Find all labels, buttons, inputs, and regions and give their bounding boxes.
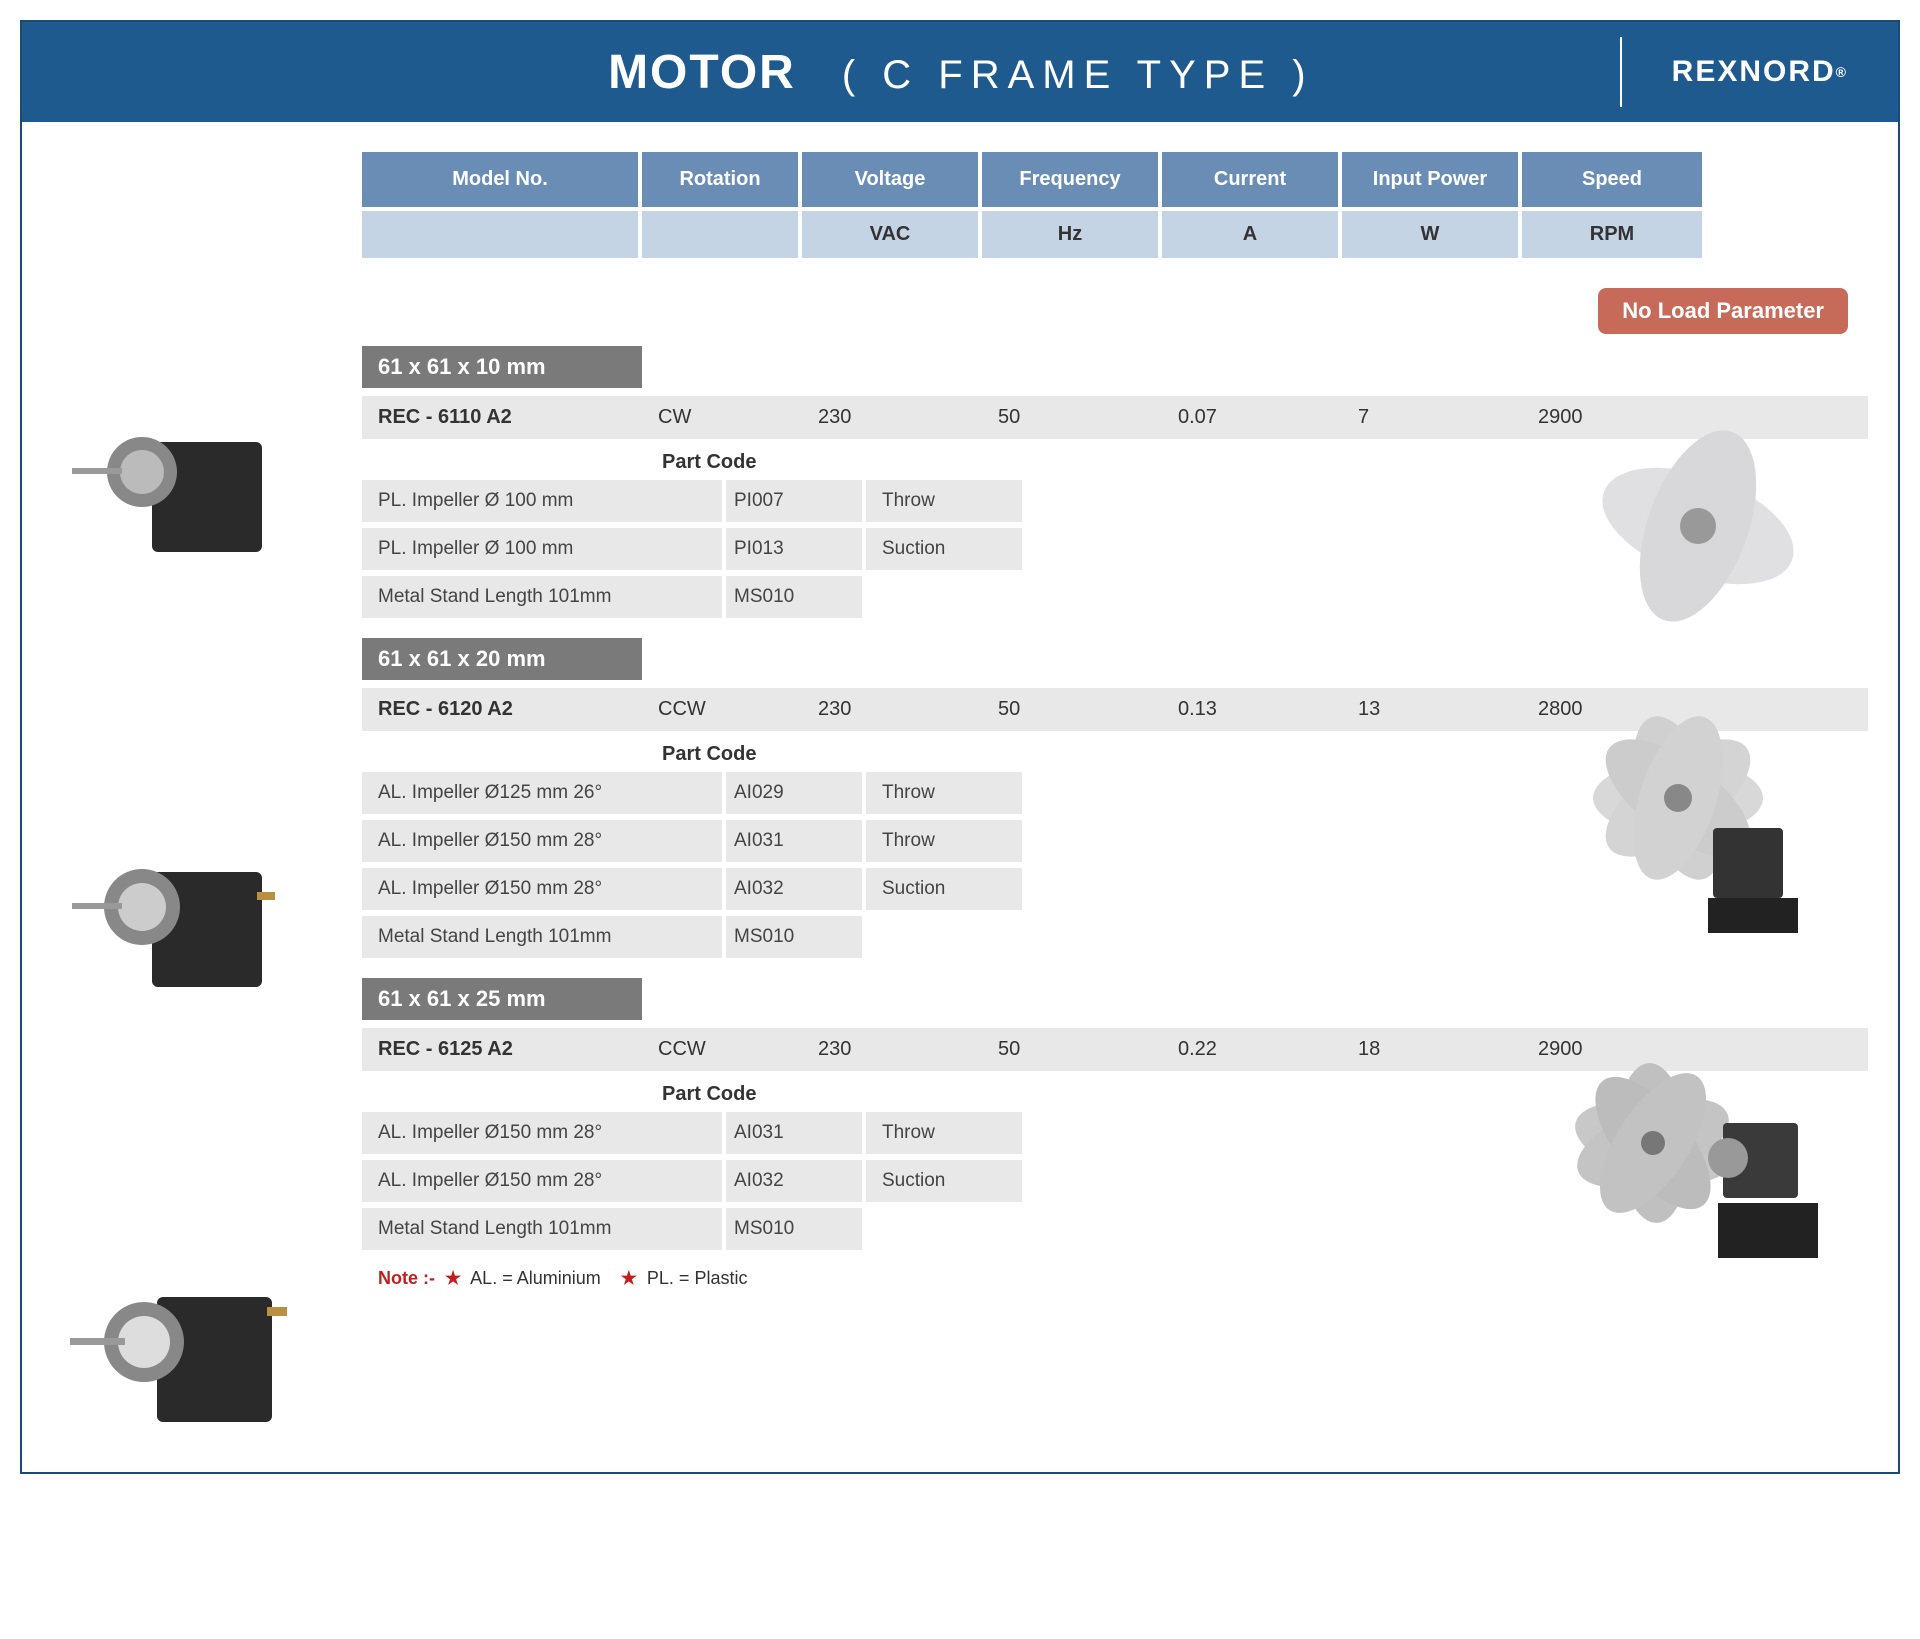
spec-section: 61 x 61 x 25 mm REC - 6125 A2CCW230500.22… xyxy=(362,978,1868,1250)
reg-mark: ® xyxy=(1836,64,1848,80)
content-area: Model No. Rotation Voltage Frequency Cur… xyxy=(22,122,1898,1442)
dimension-bar: 61 x 61 x 25 mm xyxy=(362,978,642,1020)
motor-image-2 xyxy=(52,812,312,1012)
model-cell: 230 xyxy=(802,1028,982,1071)
note-label: Note :- xyxy=(378,1268,435,1288)
tu-3: Hz xyxy=(982,211,1162,258)
note-al: AL. = Aluminium xyxy=(470,1268,601,1288)
note-star-1: ★ xyxy=(445,1268,461,1288)
fan-assembly-image xyxy=(1558,396,1838,656)
model-cell: CCW xyxy=(642,1028,802,1071)
motor-image-3 xyxy=(52,1242,312,1442)
title-main: MOTOR xyxy=(608,46,796,99)
dimension-bar: 61 x 61 x 10 mm xyxy=(362,346,642,388)
model-cell: CCW xyxy=(642,688,802,731)
motor-image-1 xyxy=(52,382,312,582)
part-code: AI031 xyxy=(726,1112,862,1154)
dimension-bar: 61 x 61 x 20 mm xyxy=(362,638,642,680)
page-title: MOTOR ( C FRAME TYPE ) xyxy=(22,45,1620,100)
table-header-row: Model No. Rotation Voltage Frequency Cur… xyxy=(362,152,1868,211)
model-cell: 50 xyxy=(982,1028,1162,1071)
th-voltage: Voltage xyxy=(802,152,982,211)
spec-section: 61 x 61 x 10 mm REC - 6110 A2CW230500.077… xyxy=(362,346,1868,618)
part-code: AI032 xyxy=(726,868,862,910)
model-cell: 230 xyxy=(802,396,982,439)
part-type: Throw xyxy=(866,772,1022,814)
part-type: Throw xyxy=(866,480,1022,522)
model-cell: CW xyxy=(642,396,802,439)
th-power: Input Power xyxy=(1342,152,1522,211)
motor-images-column xyxy=(52,152,332,1442)
part-desc: AL. Impeller Ø125 mm 26° xyxy=(362,772,722,814)
page-header: MOTOR ( C FRAME TYPE ) REXNORD® xyxy=(22,22,1898,122)
tu-2: VAC xyxy=(802,211,982,258)
title-sub: ( C FRAME TYPE ) xyxy=(842,53,1314,97)
part-desc: Metal Stand Length 101mm xyxy=(362,576,722,618)
model-cell: 0.22 xyxy=(1162,1028,1342,1071)
th-frequency: Frequency xyxy=(982,152,1162,211)
tu-4: A xyxy=(1162,211,1342,258)
part-type: Suction xyxy=(866,1160,1022,1202)
tu-6: RPM xyxy=(1522,211,1702,258)
part-code: MS010 xyxy=(726,576,862,618)
th-speed: Speed xyxy=(1522,152,1702,211)
model-cell: 50 xyxy=(982,688,1162,731)
spec-section: 61 x 61 x 20 mm REC - 6120 A2CCW230500.13… xyxy=(362,638,1868,958)
model-cell: REC - 6120 A2 xyxy=(362,688,642,731)
part-code: PI007 xyxy=(726,480,862,522)
part-code: AI031 xyxy=(726,820,862,862)
part-code: MS010 xyxy=(726,916,862,958)
tu-1 xyxy=(642,211,802,258)
part-desc: AL. Impeller Ø150 mm 28° xyxy=(362,1160,722,1202)
table-units-row: VAC Hz A W RPM xyxy=(362,211,1868,258)
no-load-badge: No Load Parameter xyxy=(1598,288,1848,334)
model-cell: 0.13 xyxy=(1162,688,1342,731)
part-desc: PL. Impeller Ø 100 mm xyxy=(362,480,722,522)
part-type: Suction xyxy=(866,868,1022,910)
part-desc: Metal Stand Length 101mm xyxy=(362,916,722,958)
page-frame: MOTOR ( C FRAME TYPE ) REXNORD® Model No… xyxy=(20,20,1900,1474)
model-cell: 0.07 xyxy=(1162,396,1342,439)
model-cell: 18 xyxy=(1342,1028,1522,1071)
model-cell: 230 xyxy=(802,688,982,731)
tu-0 xyxy=(362,211,642,258)
part-type: Throw xyxy=(866,1112,1022,1154)
brand-label: REXNORD® xyxy=(1620,37,1898,107)
model-cell: 13 xyxy=(1342,688,1522,731)
part-type: Suction xyxy=(866,528,1022,570)
part-code: AI032 xyxy=(726,1160,862,1202)
brand-text: REXNORD xyxy=(1672,55,1836,89)
model-cell: REC - 6125 A2 xyxy=(362,1028,642,1071)
main-table-column: Model No. Rotation Voltage Frequency Cur… xyxy=(362,152,1868,1442)
part-desc: AL. Impeller Ø150 mm 28° xyxy=(362,820,722,862)
model-cell: 50 xyxy=(982,396,1162,439)
tu-5: W xyxy=(1342,211,1522,258)
part-code: AI029 xyxy=(726,772,862,814)
th-rotation: Rotation xyxy=(642,152,802,211)
th-current: Current xyxy=(1162,152,1342,211)
part-desc: PL. Impeller Ø 100 mm xyxy=(362,528,722,570)
th-model: Model No. xyxy=(362,152,642,211)
model-cell: 7 xyxy=(1342,396,1522,439)
note-pl: PL. = Plastic xyxy=(647,1268,748,1288)
part-desc: AL. Impeller Ø150 mm 28° xyxy=(362,868,722,910)
part-code: MS010 xyxy=(726,1208,862,1250)
part-desc: Metal Stand Length 101mm xyxy=(362,1208,722,1250)
part-desc: AL. Impeller Ø150 mm 28° xyxy=(362,1112,722,1154)
model-cell: REC - 6110 A2 xyxy=(362,396,642,439)
part-type: Throw xyxy=(866,820,1022,862)
part-code: PI013 xyxy=(726,528,862,570)
fan-assembly-image xyxy=(1558,688,1838,948)
note-star-2: ★ xyxy=(621,1268,637,1288)
fan-assembly-image xyxy=(1558,1028,1838,1288)
